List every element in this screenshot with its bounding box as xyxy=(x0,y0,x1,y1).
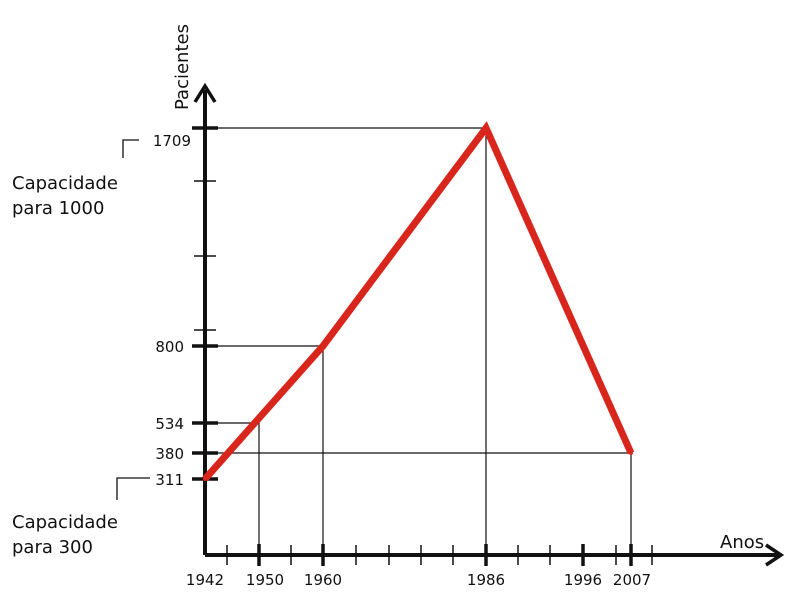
major-ticks xyxy=(192,126,633,566)
x-tick-label: 2007 xyxy=(613,571,651,589)
y-tick-label: 311 xyxy=(155,471,184,489)
x-tick-label: 1942 xyxy=(186,571,224,589)
data-point xyxy=(321,344,325,348)
series xyxy=(202,121,635,482)
y-tick-label: 380 xyxy=(155,445,184,463)
y-axis-arrow xyxy=(193,82,217,103)
annotation-bracket xyxy=(116,477,150,500)
data-point xyxy=(203,477,207,481)
y-tick-label: 800 xyxy=(155,338,184,356)
annotation-text: para 300 xyxy=(12,537,93,558)
annotation-bracket xyxy=(122,139,139,158)
x-tick-label: 1950 xyxy=(246,571,284,589)
x-tick-label: 1960 xyxy=(304,571,342,589)
y-tick-label: 534 xyxy=(155,415,184,433)
annotation-text: para 1000 xyxy=(12,198,104,219)
x-axis-title: Anos xyxy=(720,532,764,553)
x-tick-label: 1986 xyxy=(467,571,505,589)
annotation-text: Capacidade xyxy=(12,512,118,533)
y-axis-title: Pacientes xyxy=(172,24,193,110)
x-axis-arrow xyxy=(765,543,785,567)
minor-ticks xyxy=(194,180,653,565)
x-tick-label: 1996 xyxy=(564,571,602,589)
labels: 1942 1950 1960 1986 1996 2007 311 380 53… xyxy=(12,24,764,589)
data-point xyxy=(629,451,633,455)
annotation-text: Capacidade xyxy=(12,173,118,194)
axes xyxy=(193,82,785,567)
data-point xyxy=(484,126,488,130)
series-line xyxy=(202,121,635,482)
y-tick-label: 1709 xyxy=(153,132,191,150)
guide-lines xyxy=(205,127,632,555)
